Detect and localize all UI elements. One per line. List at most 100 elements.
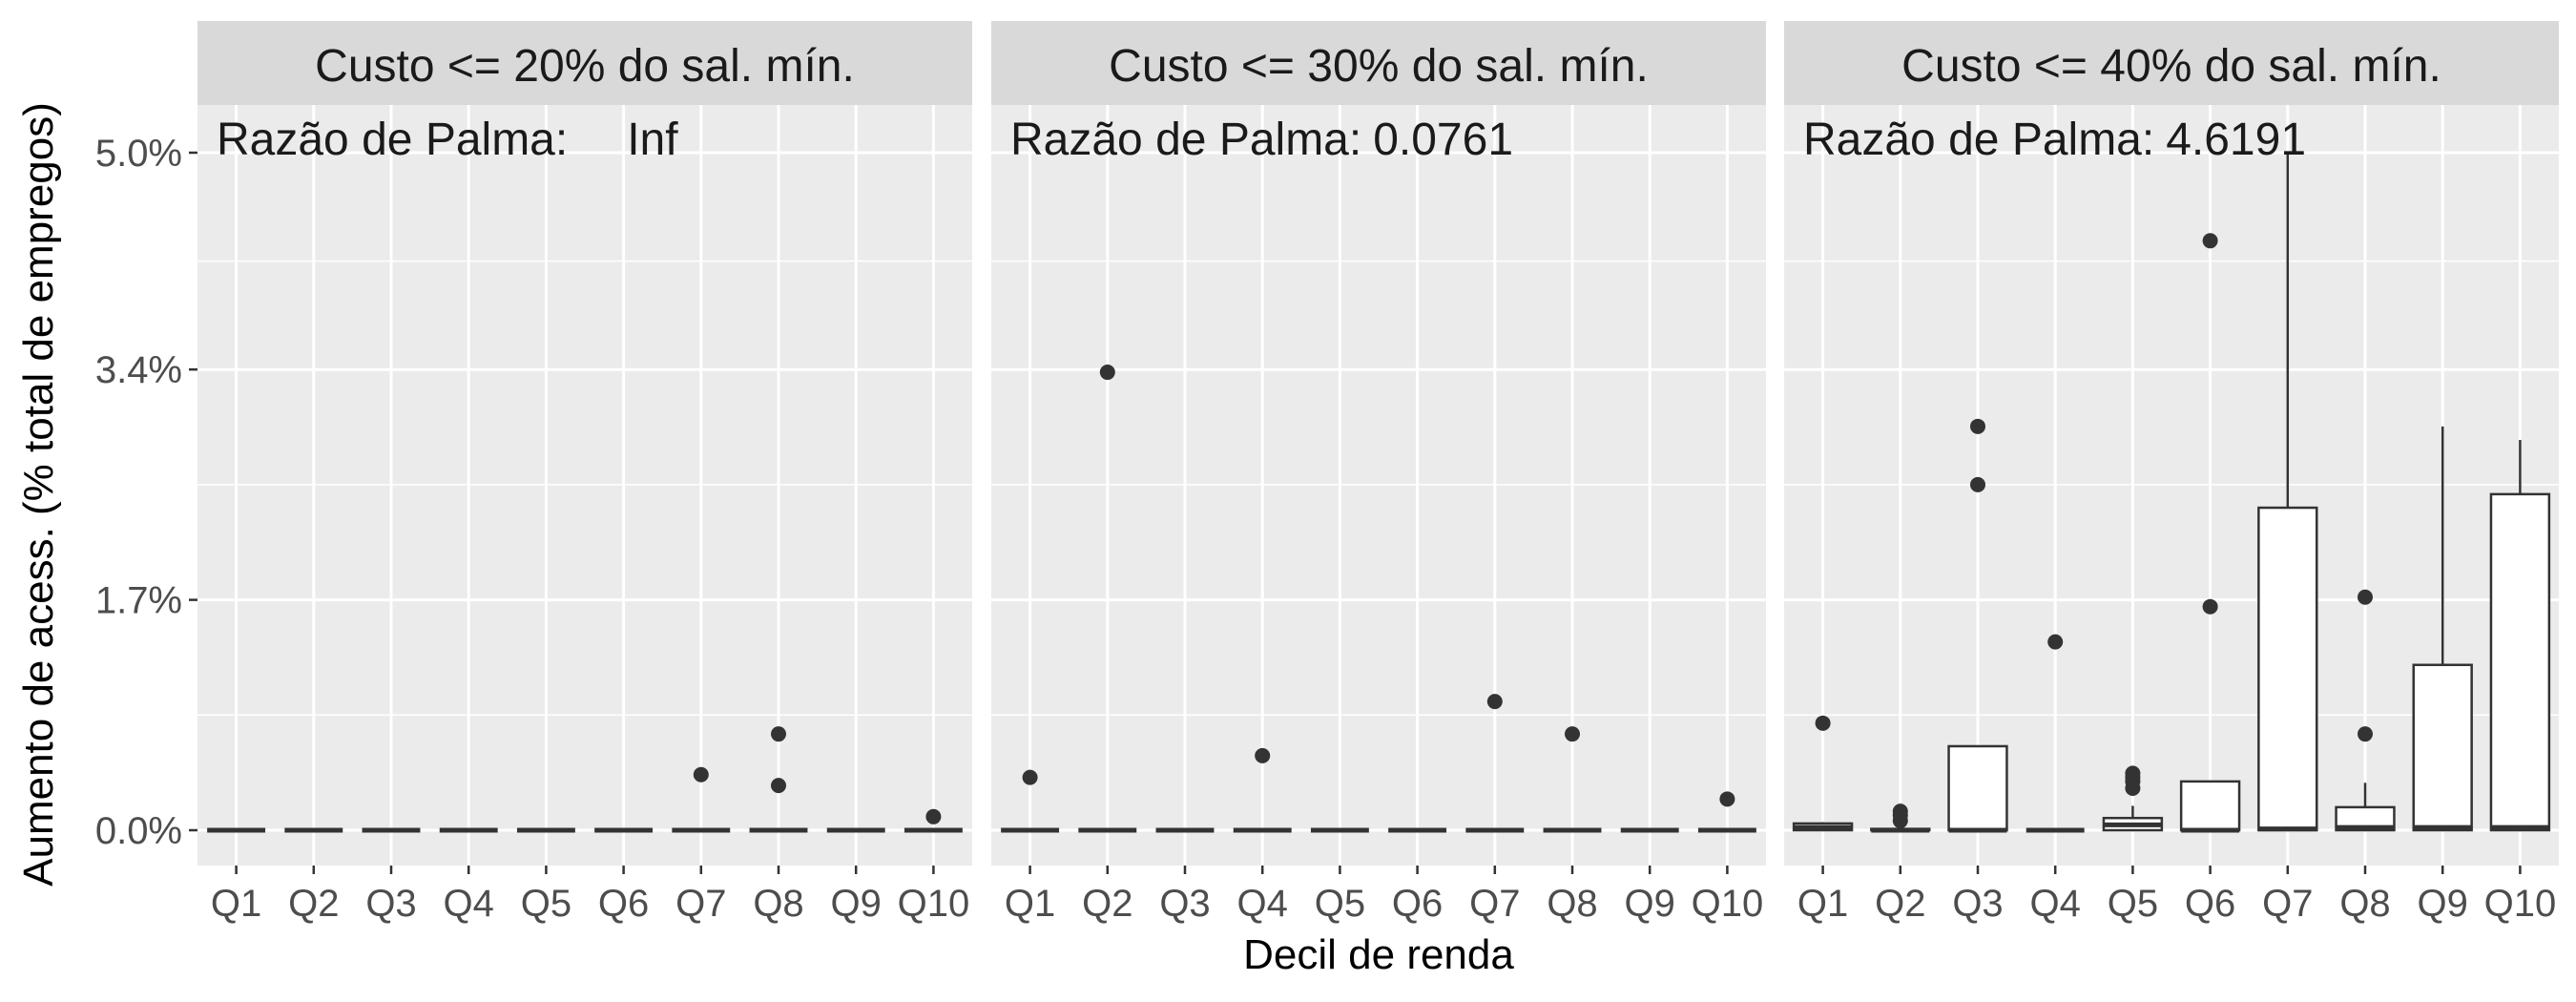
x-tick-label: Q10: [898, 883, 970, 925]
x-tick-label: Q3: [365, 883, 416, 925]
boxplot-q8: [1543, 726, 1602, 833]
x-tick-label: Q5: [521, 883, 571, 925]
facet-panel-1: Custo <= 20% do sal. mín. Razão de Palma:…: [197, 21, 972, 925]
facet-strip: [1784, 21, 2559, 105]
x-tick-label: Q10: [1692, 883, 1764, 925]
boxplot-q6: [2179, 233, 2241, 833]
x-tick-label: Q3: [1159, 883, 1210, 925]
outlier-point: [2202, 233, 2218, 249]
y-tick-label: 0.0%: [95, 810, 182, 852]
palma-ratio-label: Razão de Palma:: [217, 115, 568, 165]
boxplot-q7: [672, 766, 731, 833]
boxplot-q10: [1697, 791, 1756, 833]
x-tick-label: Q6: [598, 883, 649, 925]
outlier-point: [1970, 476, 1985, 492]
x-tick-label: Q1: [211, 883, 261, 925]
outlier-point: [1486, 694, 1503, 710]
y-axis: 0.0% 1.7% 3.4% 5.0%: [95, 133, 197, 852]
boxplot-q4: [1233, 747, 1292, 833]
x-tick-label: Q9: [2418, 883, 2468, 925]
outlier-point: [2202, 598, 2218, 615]
outlier-point: [1815, 715, 1831, 731]
y-tick-label: 5.0%: [95, 133, 182, 175]
x-tick-label: Q10: [2484, 883, 2557, 925]
boxplot-q10: [904, 808, 963, 833]
outlier-point: [2358, 589, 2373, 605]
facet-title: Custo <= 20% do sal. mín.: [315, 41, 855, 92]
outlier-point: [1565, 726, 1580, 742]
x-tick-label: Q6: [2185, 883, 2235, 925]
outlier-point: [2047, 634, 2064, 650]
palma-ratio-label: Razão de Palma:: [1010, 115, 1361, 165]
boxplot-q8: [2335, 589, 2396, 832]
panels-layer: Custo <= 20% do sal. mín. Razão de Palma:…: [197, 21, 2559, 925]
outlier-point: [2358, 726, 2373, 742]
outlier-point: [1022, 769, 1038, 785]
facet-panel-3: Custo <= 40% do sal. mín. Razão de Palma:…: [1784, 21, 2559, 925]
palma-ratio-label: Razão de Palma:: [1803, 115, 2154, 165]
x-axis-title: Decil de renda: [1243, 931, 1514, 978]
facet-title: Custo <= 30% do sal. mín.: [1109, 41, 1649, 92]
outlier-point: [771, 726, 786, 742]
box-iqr: [1947, 744, 2008, 832]
x-tick-label: Q3: [1952, 883, 2003, 925]
facet-strip: [197, 21, 972, 105]
x-tick-label: Q4: [2030, 883, 2081, 925]
x-tick-label: Q8: [753, 883, 803, 925]
outlier-point: [1719, 791, 1735, 807]
boxplot-q5: [2102, 765, 2164, 832]
y-axis-title: Aumento de acess. (% total de empregos): [15, 102, 62, 887]
outlier-point: [1892, 804, 1908, 820]
outlier-point: [1099, 365, 1115, 381]
x-tick-label: Q4: [444, 883, 494, 925]
x-tick-label: Q9: [1625, 883, 1675, 925]
palma-ratio-annotation: Razão de Palma: 4.6191: [1803, 115, 2306, 165]
boxplot-q7: [1465, 694, 1525, 833]
palma-ratio-value: Inf: [627, 115, 678, 165]
x-tick-label: Q5: [2108, 883, 2158, 925]
box-iqr: [2257, 506, 2318, 832]
facet-panel-2: Custo <= 30% do sal. mín. Razão de Palma:…: [991, 21, 1766, 925]
x-tick-label: Q7: [675, 883, 726, 925]
x-tick-label: Q1: [1005, 883, 1055, 925]
outlier-point: [1255, 747, 1271, 763]
outlier-point: [2125, 765, 2141, 782]
palma-ratio-value: 0.0761: [1373, 115, 1513, 165]
boxplot-q9: [2412, 426, 2473, 832]
palma-ratio-value: 4.6191: [2166, 115, 2306, 165]
x-tick-label: Q2: [288, 883, 339, 925]
x-tick-label: Q8: [2339, 883, 2390, 925]
x-tick-label: Q5: [1315, 883, 1365, 925]
outlier-point: [693, 766, 709, 783]
x-tick-label: Q4: [1237, 883, 1288, 925]
x-tick-label: Q9: [831, 883, 882, 925]
box-iqr: [2179, 780, 2241, 832]
outlier-point: [1970, 418, 1985, 434]
boxplot-q8: [749, 726, 808, 833]
boxplot-q10: [2489, 440, 2551, 832]
boxplot-q7: [2257, 153, 2318, 832]
boxplot-q2: [1870, 804, 1931, 833]
x-tick-label: Q8: [1547, 883, 1597, 925]
boxplot-q1: [1001, 769, 1060, 833]
y-tick-label: 3.4%: [95, 349, 182, 391]
boxplot-q4: [2025, 634, 2085, 833]
x-tick-label: Q2: [1082, 883, 1132, 925]
y-tick-label: 1.7%: [95, 580, 182, 622]
boxplot-q3: [1947, 418, 2008, 833]
boxplot-q1: [1792, 715, 1854, 832]
outlier-point: [771, 778, 786, 794]
box-iqr: [2412, 663, 2473, 832]
facet-title: Custo <= 40% do sal. mín.: [1901, 41, 2441, 92]
box-iqr: [2489, 492, 2551, 832]
palma-ratio-annotation: Razão de Palma: Inf: [217, 115, 678, 165]
x-tick-label: Q2: [1875, 883, 1925, 925]
palma-ratio-annotation: Razão de Palma: 0.0761: [1010, 115, 1513, 165]
x-tick-label: Q6: [1392, 883, 1443, 925]
boxplot-q2: [1078, 365, 1137, 833]
x-tick-label: Q7: [2262, 883, 2313, 925]
facet-strip: [991, 21, 1766, 105]
x-tick-label: Q1: [1797, 883, 1848, 925]
outlier-point: [925, 808, 942, 825]
